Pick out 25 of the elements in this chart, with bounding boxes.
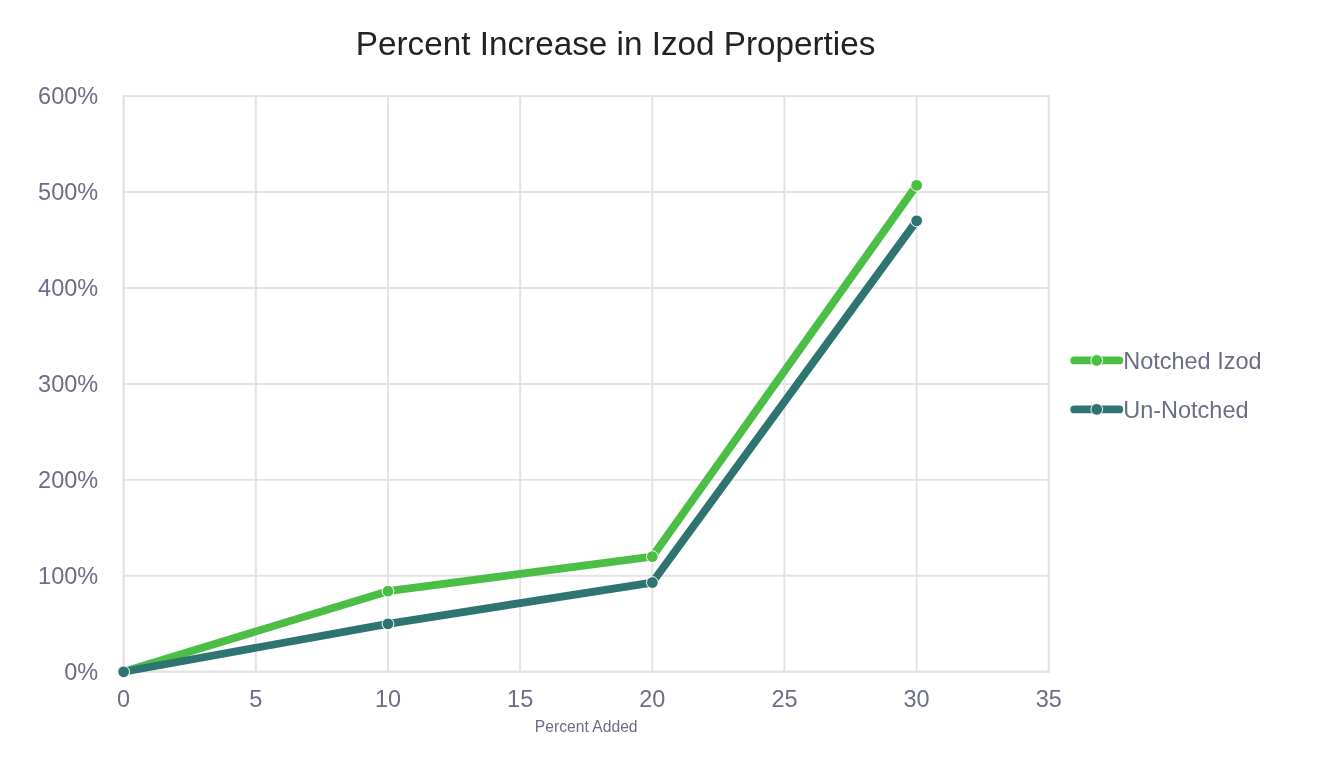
point	[645, 550, 659, 563]
y-tick-label: 300%	[38, 371, 99, 398]
y-tick-label: 400%	[38, 275, 99, 302]
legend-label: Notched Izod	[1123, 347, 1262, 374]
x-tick-label: 5	[249, 686, 263, 713]
point	[910, 214, 923, 228]
x-tick-label: 10	[374, 686, 402, 713]
y-tick-label: 200%	[38, 467, 99, 494]
x-tick-label: 25	[771, 686, 798, 713]
point	[910, 178, 923, 192]
x-axis-title: Percent Added	[534, 718, 638, 736]
point	[645, 576, 659, 589]
x-tick-label: 20	[639, 686, 666, 713]
x-tick-label: 30	[903, 686, 930, 713]
point	[381, 584, 395, 598]
legend-label: Un-Notched	[1123, 396, 1249, 423]
chart-title: Percent Increase in Izod Properties	[355, 24, 876, 62]
y-tick-label: 600%	[38, 83, 99, 110]
y-tick-label: 0%	[64, 658, 99, 685]
y-tick-label: 100%	[38, 563, 99, 590]
x-tick-label: 35	[1035, 686, 1062, 713]
x-tick-label: 0	[117, 686, 131, 713]
y-tick-label: 500%	[38, 179, 99, 206]
x-tick-label: 15	[507, 686, 534, 713]
point	[381, 617, 395, 631]
